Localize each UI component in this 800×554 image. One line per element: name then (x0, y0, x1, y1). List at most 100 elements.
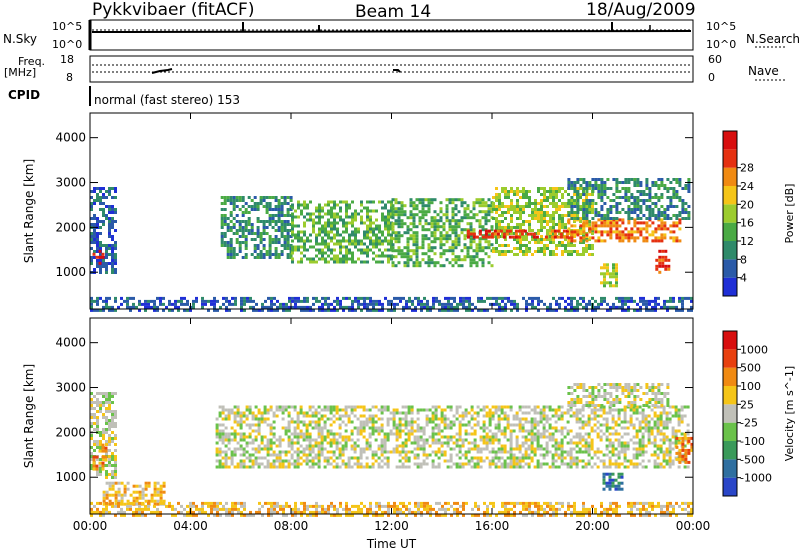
velocity-cell (446, 438, 450, 442)
power-cell (543, 205, 546, 208)
power-cell (277, 205, 281, 208)
power-cell (573, 199, 576, 202)
velocity-cell (563, 426, 567, 430)
velocity-cell (623, 465, 627, 469)
velocity-cell (227, 432, 231, 436)
power-cell (627, 205, 631, 208)
velocity-cell (102, 416, 105, 419)
velocity-cell (542, 447, 546, 451)
velocity-cell (302, 447, 306, 451)
velocity-cell (392, 450, 396, 454)
velocity-cell (371, 414, 375, 418)
power-cell (324, 260, 327, 264)
power-cell (528, 202, 531, 205)
nsky-tick-bottom: 10^0 (52, 38, 83, 51)
power-cell (283, 244, 287, 247)
velocity-cell (641, 441, 645, 445)
power-cell (585, 302, 588, 306)
power-cell (274, 220, 278, 223)
velocity-cell (368, 420, 372, 424)
velocity-cell (536, 465, 540, 469)
velocity-cell (350, 432, 354, 436)
velocity-cell (404, 411, 408, 415)
power-cell (478, 258, 482, 262)
velocity-cell (584, 444, 588, 448)
power-cell (534, 296, 537, 300)
velocity-cell (560, 432, 564, 436)
power-cell (627, 199, 631, 202)
velocity-cell (398, 423, 402, 427)
power-cell (510, 302, 513, 306)
power-cell (96, 199, 99, 202)
velocity-cell (596, 420, 600, 424)
velocity-cell (467, 462, 471, 466)
power-cell (108, 229, 111, 232)
power-cell (582, 236, 586, 240)
power-cell (639, 305, 642, 309)
power-cell (397, 231, 401, 235)
power-cell (339, 299, 342, 303)
power-cell (558, 208, 561, 211)
power-cell (573, 232, 576, 235)
power-cell (600, 239, 604, 243)
power-cell (378, 236, 381, 240)
power-cell (609, 221, 613, 225)
power-cell (510, 308, 513, 312)
power-cell (504, 244, 507, 247)
power-cell (687, 214, 691, 217)
power-cell (564, 238, 567, 241)
power-cell (327, 224, 330, 228)
power-cell (570, 253, 573, 256)
velocity-cell (413, 453, 417, 457)
power-cell (615, 266, 618, 270)
power-cell (294, 233, 297, 237)
power-cell (603, 263, 606, 267)
power-cell (498, 308, 501, 312)
velocity-cell (105, 401, 108, 404)
power-cell (369, 296, 372, 300)
velocity-cell (278, 453, 282, 457)
power-cell (421, 234, 425, 238)
power-cell (96, 244, 99, 247)
power-cell (487, 204, 491, 208)
velocity-cell (362, 447, 366, 451)
power-cell (415, 231, 419, 235)
velocity-cell (281, 417, 285, 421)
velocity-cell (227, 456, 231, 460)
power-cell (303, 299, 306, 303)
velocity-cell (560, 459, 564, 463)
power-cell (424, 252, 428, 256)
velocity-cell (536, 411, 540, 415)
power-cell (268, 214, 272, 217)
power-cell (612, 221, 616, 225)
power-cell (421, 207, 425, 211)
power-cell (280, 196, 284, 199)
power-cell (519, 196, 522, 199)
power-cell (573, 250, 576, 253)
velocity-cell (491, 417, 495, 421)
power-cell (525, 302, 528, 306)
power-cell (525, 235, 528, 238)
power-cell (498, 302, 501, 306)
velocity-cell (386, 420, 390, 424)
velocity-cell (458, 426, 462, 430)
power-cell (391, 237, 395, 241)
velocity-cell (572, 456, 576, 460)
velocity-cell (329, 405, 333, 409)
power-cell (432, 296, 435, 300)
velocity-cell (539, 453, 543, 457)
power-cell (675, 178, 679, 181)
velocity-cell (632, 462, 636, 466)
power-cell (378, 224, 381, 228)
velocity-cell (407, 438, 411, 442)
power-cell (579, 187, 582, 190)
velocity-cell (356, 417, 360, 421)
power-cell (96, 220, 99, 223)
power-cell (588, 302, 591, 306)
velocity-cell (248, 453, 252, 457)
velocity-cell (449, 408, 453, 412)
velocity-cell (503, 450, 507, 454)
velocity-cell (323, 465, 327, 469)
velocity-cell (374, 453, 378, 457)
power-cell (378, 242, 381, 246)
